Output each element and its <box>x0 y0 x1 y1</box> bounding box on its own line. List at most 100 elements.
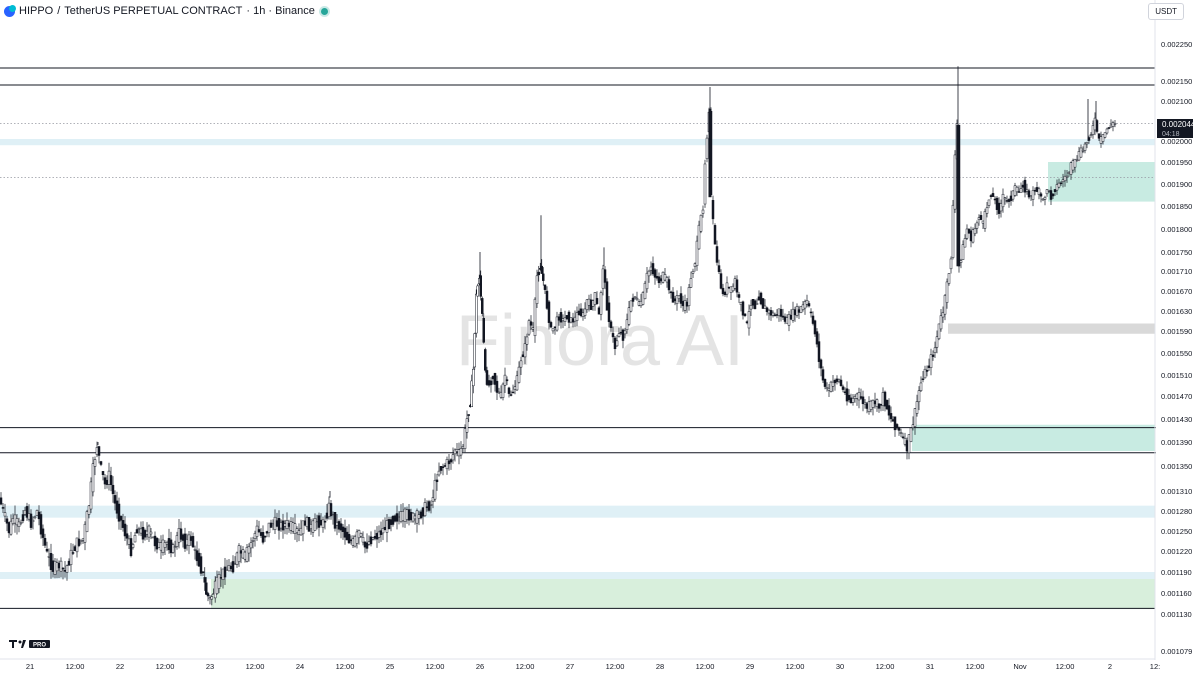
candle-up <box>1037 188 1041 195</box>
candle-up <box>359 533 363 537</box>
candle-down <box>1027 190 1031 198</box>
candle-down <box>393 515 397 522</box>
candle-down <box>493 373 497 385</box>
candle-up <box>977 217 981 220</box>
candle-up <box>377 531 381 538</box>
candle-down <box>1059 182 1063 185</box>
interval-exchange[interactable]: · 1h · Binance <box>246 5 315 17</box>
candle-up <box>535 275 539 304</box>
candle-up <box>829 381 833 392</box>
candle-down <box>655 276 659 279</box>
candle-up <box>725 282 729 295</box>
price-zone[interactable] <box>211 576 1155 610</box>
candle-up <box>87 505 91 515</box>
candle-up <box>731 285 735 292</box>
symbol-separator: / <box>57 5 61 17</box>
time-axis-label: 30 <box>836 662 844 671</box>
candle-down <box>759 292 763 305</box>
price-zone[interactable] <box>912 424 1155 451</box>
candle-down <box>659 278 663 282</box>
candle-up <box>593 292 597 305</box>
candle-down <box>51 560 55 572</box>
candle-up <box>331 514 335 516</box>
price-axis-label: 0.001250 <box>1161 527 1192 536</box>
candle-up <box>785 317 789 324</box>
price-zone[interactable] <box>1048 162 1155 202</box>
candle-up <box>253 532 257 540</box>
currency-button[interactable]: USDT <box>1148 3 1184 20</box>
candle-up <box>271 523 275 526</box>
candle-up <box>81 538 85 541</box>
candle-down <box>1021 184 1025 188</box>
price-axis-label: 0.001430 <box>1161 415 1192 424</box>
candle-down <box>269 522 273 528</box>
candle-down <box>387 519 391 530</box>
candle-up <box>583 308 587 316</box>
candle-down <box>219 577 223 579</box>
candle-down <box>277 518 281 531</box>
candle-down <box>609 321 613 329</box>
candle-up <box>983 211 987 229</box>
candle-down <box>347 533 351 544</box>
time-axis-label: 12:00 <box>786 662 805 671</box>
candle-up <box>69 549 73 565</box>
candle-down <box>897 427 901 431</box>
candle-up <box>909 427 913 442</box>
price-axis[interactable]: 0.002250 0.002150 0.002100 0.002000 0.001950… <box>1161 40 1192 656</box>
price-axis-label: 0.001950 <box>1161 158 1192 167</box>
candle-up <box>461 446 465 449</box>
candle-up <box>875 399 879 407</box>
candle-up <box>1071 160 1075 171</box>
candle-down <box>885 400 889 410</box>
candle-up <box>1061 179 1065 183</box>
candle-down <box>505 379 509 382</box>
candle-up <box>47 556 51 558</box>
price-zone[interactable] <box>0 505 1155 518</box>
symbol-name[interactable]: HIPPO <box>19 5 54 17</box>
candle-up <box>159 542 163 551</box>
price-zone[interactable] <box>948 323 1155 334</box>
candle-down <box>715 246 719 263</box>
candle-up <box>853 396 857 399</box>
candle-down <box>833 379 837 384</box>
candle-up <box>1029 195 1033 197</box>
candle-down <box>491 376 495 380</box>
candle-down <box>893 416 897 431</box>
candle-up <box>799 306 803 313</box>
price-axis-label: 0.001510 <box>1161 371 1192 380</box>
tradingview-logo[interactable]: PRO <box>8 639 52 649</box>
candle-down <box>879 404 883 406</box>
time-axis[interactable]: 21 12:00 22 12:00 23 12:00 24 12:00 25 12:00 26 12:… <box>26 662 1160 671</box>
candle-up <box>215 576 219 594</box>
candle-up <box>185 538 189 546</box>
candle-down <box>817 341 821 362</box>
time-axis-label: 12:00 <box>516 662 535 671</box>
candle-up <box>701 209 705 214</box>
candle-up <box>177 527 181 543</box>
candle-up <box>1063 175 1067 182</box>
candle-up <box>945 281 949 303</box>
candle-up <box>285 520 289 529</box>
candle-up <box>1013 185 1017 196</box>
price-zone[interactable] <box>0 139 1155 146</box>
candle-up <box>587 298 591 306</box>
candle-up <box>311 520 315 533</box>
price-zone[interactable] <box>0 572 1155 579</box>
candle-up <box>903 438 907 445</box>
candle-down <box>547 301 551 323</box>
candle-up <box>149 531 153 535</box>
candle-down <box>103 477 107 485</box>
time-axis-label: 12: <box>1150 662 1160 671</box>
candle-down <box>507 387 511 394</box>
candle-down <box>99 461 103 465</box>
candle-down <box>419 511 423 519</box>
candle-down <box>325 512 329 519</box>
price-axis-label: 0.001280 <box>1161 507 1192 516</box>
candle-down <box>447 460 451 465</box>
candle-up <box>1113 123 1117 125</box>
candle-down <box>651 263 655 275</box>
candle-up <box>531 327 535 330</box>
candle-up <box>533 298 537 337</box>
candle-up <box>139 528 143 534</box>
